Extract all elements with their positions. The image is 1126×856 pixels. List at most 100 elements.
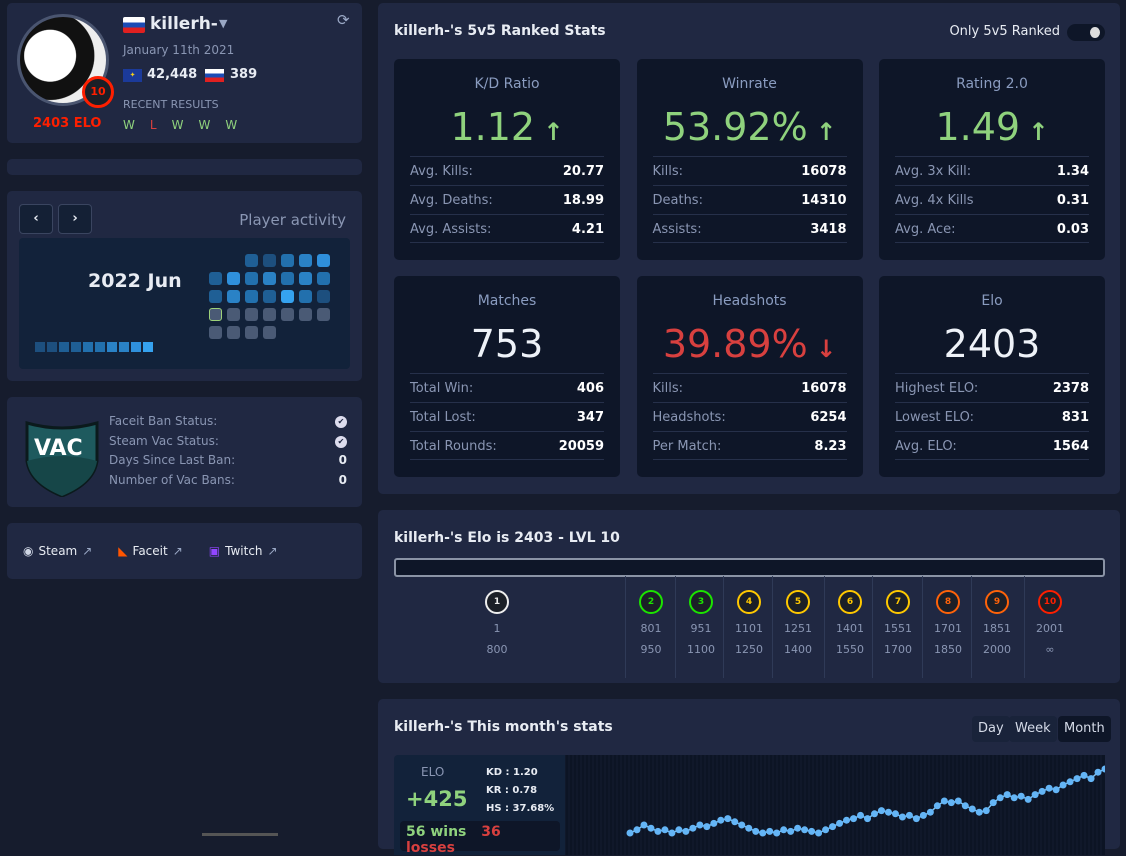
elo-point[interactable] [1087, 775, 1095, 783]
elo-point[interactable] [1003, 791, 1011, 799]
activity-day-today[interactable] [209, 308, 222, 321]
elo-point[interactable] [780, 826, 788, 834]
activity-day[interactable] [245, 326, 258, 339]
activity-day[interactable] [317, 290, 330, 303]
prev-month-button[interactable]: ‹ [19, 204, 53, 234]
elo-point[interactable] [1031, 791, 1039, 799]
elo-point[interactable] [633, 826, 641, 834]
elo-point[interactable] [1066, 778, 1074, 786]
activity-day[interactable] [245, 308, 258, 321]
elo-point[interactable] [1052, 786, 1060, 794]
activity-day[interactable] [263, 308, 276, 321]
elo-point[interactable] [717, 816, 725, 824]
elo-point[interactable] [1024, 795, 1032, 803]
elo-point[interactable] [738, 821, 746, 829]
activity-day[interactable] [209, 326, 222, 339]
elo-point[interactable] [919, 811, 927, 819]
elo-point[interactable] [905, 811, 913, 819]
link-faceit[interactable]: ◣ Faceit ↗ [118, 544, 182, 558]
elo-point[interactable] [933, 802, 941, 810]
activity-day[interactable] [317, 272, 330, 285]
tab-month[interactable]: Month [1058, 716, 1111, 742]
elo-point[interactable] [1017, 792, 1025, 800]
elo-point[interactable] [940, 797, 948, 805]
elo-point[interactable] [647, 824, 655, 832]
link-twitch[interactable]: ▣ Twitch ↗ [209, 544, 278, 558]
activity-day[interactable] [317, 254, 330, 267]
elo-point[interactable] [773, 829, 781, 837]
elo-point[interactable] [808, 827, 816, 835]
activity-day[interactable] [227, 326, 240, 339]
elo-point[interactable] [689, 824, 697, 832]
elo-point[interactable] [975, 808, 983, 816]
elo-point[interactable] [870, 810, 878, 818]
elo-point[interactable] [1073, 775, 1081, 783]
activity-day[interactable] [227, 272, 240, 285]
activity-day[interactable] [299, 272, 312, 285]
next-month-button[interactable]: › [58, 204, 92, 234]
activity-day[interactable] [281, 272, 294, 285]
refresh-icon[interactable]: ⟳ [337, 11, 350, 29]
activity-day[interactable] [281, 290, 294, 303]
activity-day[interactable] [209, 272, 222, 285]
elo-point[interactable] [675, 826, 683, 834]
elo-point[interactable] [654, 827, 662, 835]
activity-day[interactable] [263, 254, 276, 267]
elo-point[interactable] [857, 811, 865, 819]
activity-day[interactable] [263, 290, 276, 303]
elo-point[interactable] [822, 826, 830, 834]
elo-point[interactable] [815, 829, 823, 837]
elo-point[interactable] [801, 826, 809, 834]
activity-day[interactable] [245, 272, 258, 285]
elo-point[interactable] [1038, 787, 1046, 795]
tab-week[interactable]: Week [1009, 716, 1057, 742]
elo-point[interactable] [1010, 794, 1018, 802]
elo-point[interactable] [1101, 765, 1106, 773]
elo-point[interactable] [703, 823, 711, 831]
activity-day[interactable] [299, 308, 312, 321]
activity-day[interactable] [227, 308, 240, 321]
elo-point[interactable] [661, 826, 669, 834]
activity-day[interactable] [281, 308, 294, 321]
elo-point[interactable] [1094, 768, 1102, 776]
profile-dropdown-icon[interactable]: ▼ [219, 17, 228, 30]
activity-day[interactable] [317, 308, 330, 321]
activity-day[interactable] [263, 272, 276, 285]
elo-point[interactable] [850, 815, 858, 823]
elo-point[interactable] [968, 805, 976, 813]
elo-point[interactable] [766, 827, 774, 835]
elo-point[interactable] [668, 829, 676, 837]
elo-point[interactable] [787, 827, 795, 835]
activity-day[interactable] [245, 254, 258, 267]
elo-point[interactable] [912, 815, 920, 823]
elo-point[interactable] [829, 823, 837, 831]
tab-day[interactable]: Day [972, 716, 1010, 742]
elo-point[interactable] [961, 802, 969, 810]
elo-point[interactable] [996, 794, 1004, 802]
activity-day[interactable] [209, 290, 222, 303]
link-steam[interactable]: ◉ Steam ↗ [23, 544, 92, 558]
elo-point[interactable] [884, 808, 892, 816]
elo-point[interactable] [877, 807, 885, 815]
activity-day[interactable] [299, 254, 312, 267]
elo-point[interactable] [864, 815, 871, 823]
activity-day[interactable] [227, 290, 240, 303]
elo-point[interactable] [759, 829, 767, 837]
elo-point[interactable] [836, 819, 844, 827]
elo-point[interactable] [752, 827, 760, 835]
activity-day[interactable] [281, 254, 294, 267]
elo-point[interactable] [626, 829, 634, 837]
elo-point[interactable] [891, 810, 899, 818]
elo-point[interactable] [926, 808, 934, 816]
scrollbar-thumb[interactable] [202, 833, 278, 836]
elo-point[interactable] [843, 816, 851, 824]
activity-day[interactable] [263, 326, 276, 339]
elo-point[interactable] [640, 821, 648, 829]
elo-point[interactable] [947, 799, 955, 807]
activity-day[interactable] [245, 290, 258, 303]
elo-point[interactable] [696, 821, 704, 829]
elo-point[interactable] [745, 824, 753, 832]
elo-point[interactable] [954, 797, 962, 805]
elo-point[interactable] [898, 813, 906, 821]
elo-point[interactable] [1059, 781, 1067, 789]
